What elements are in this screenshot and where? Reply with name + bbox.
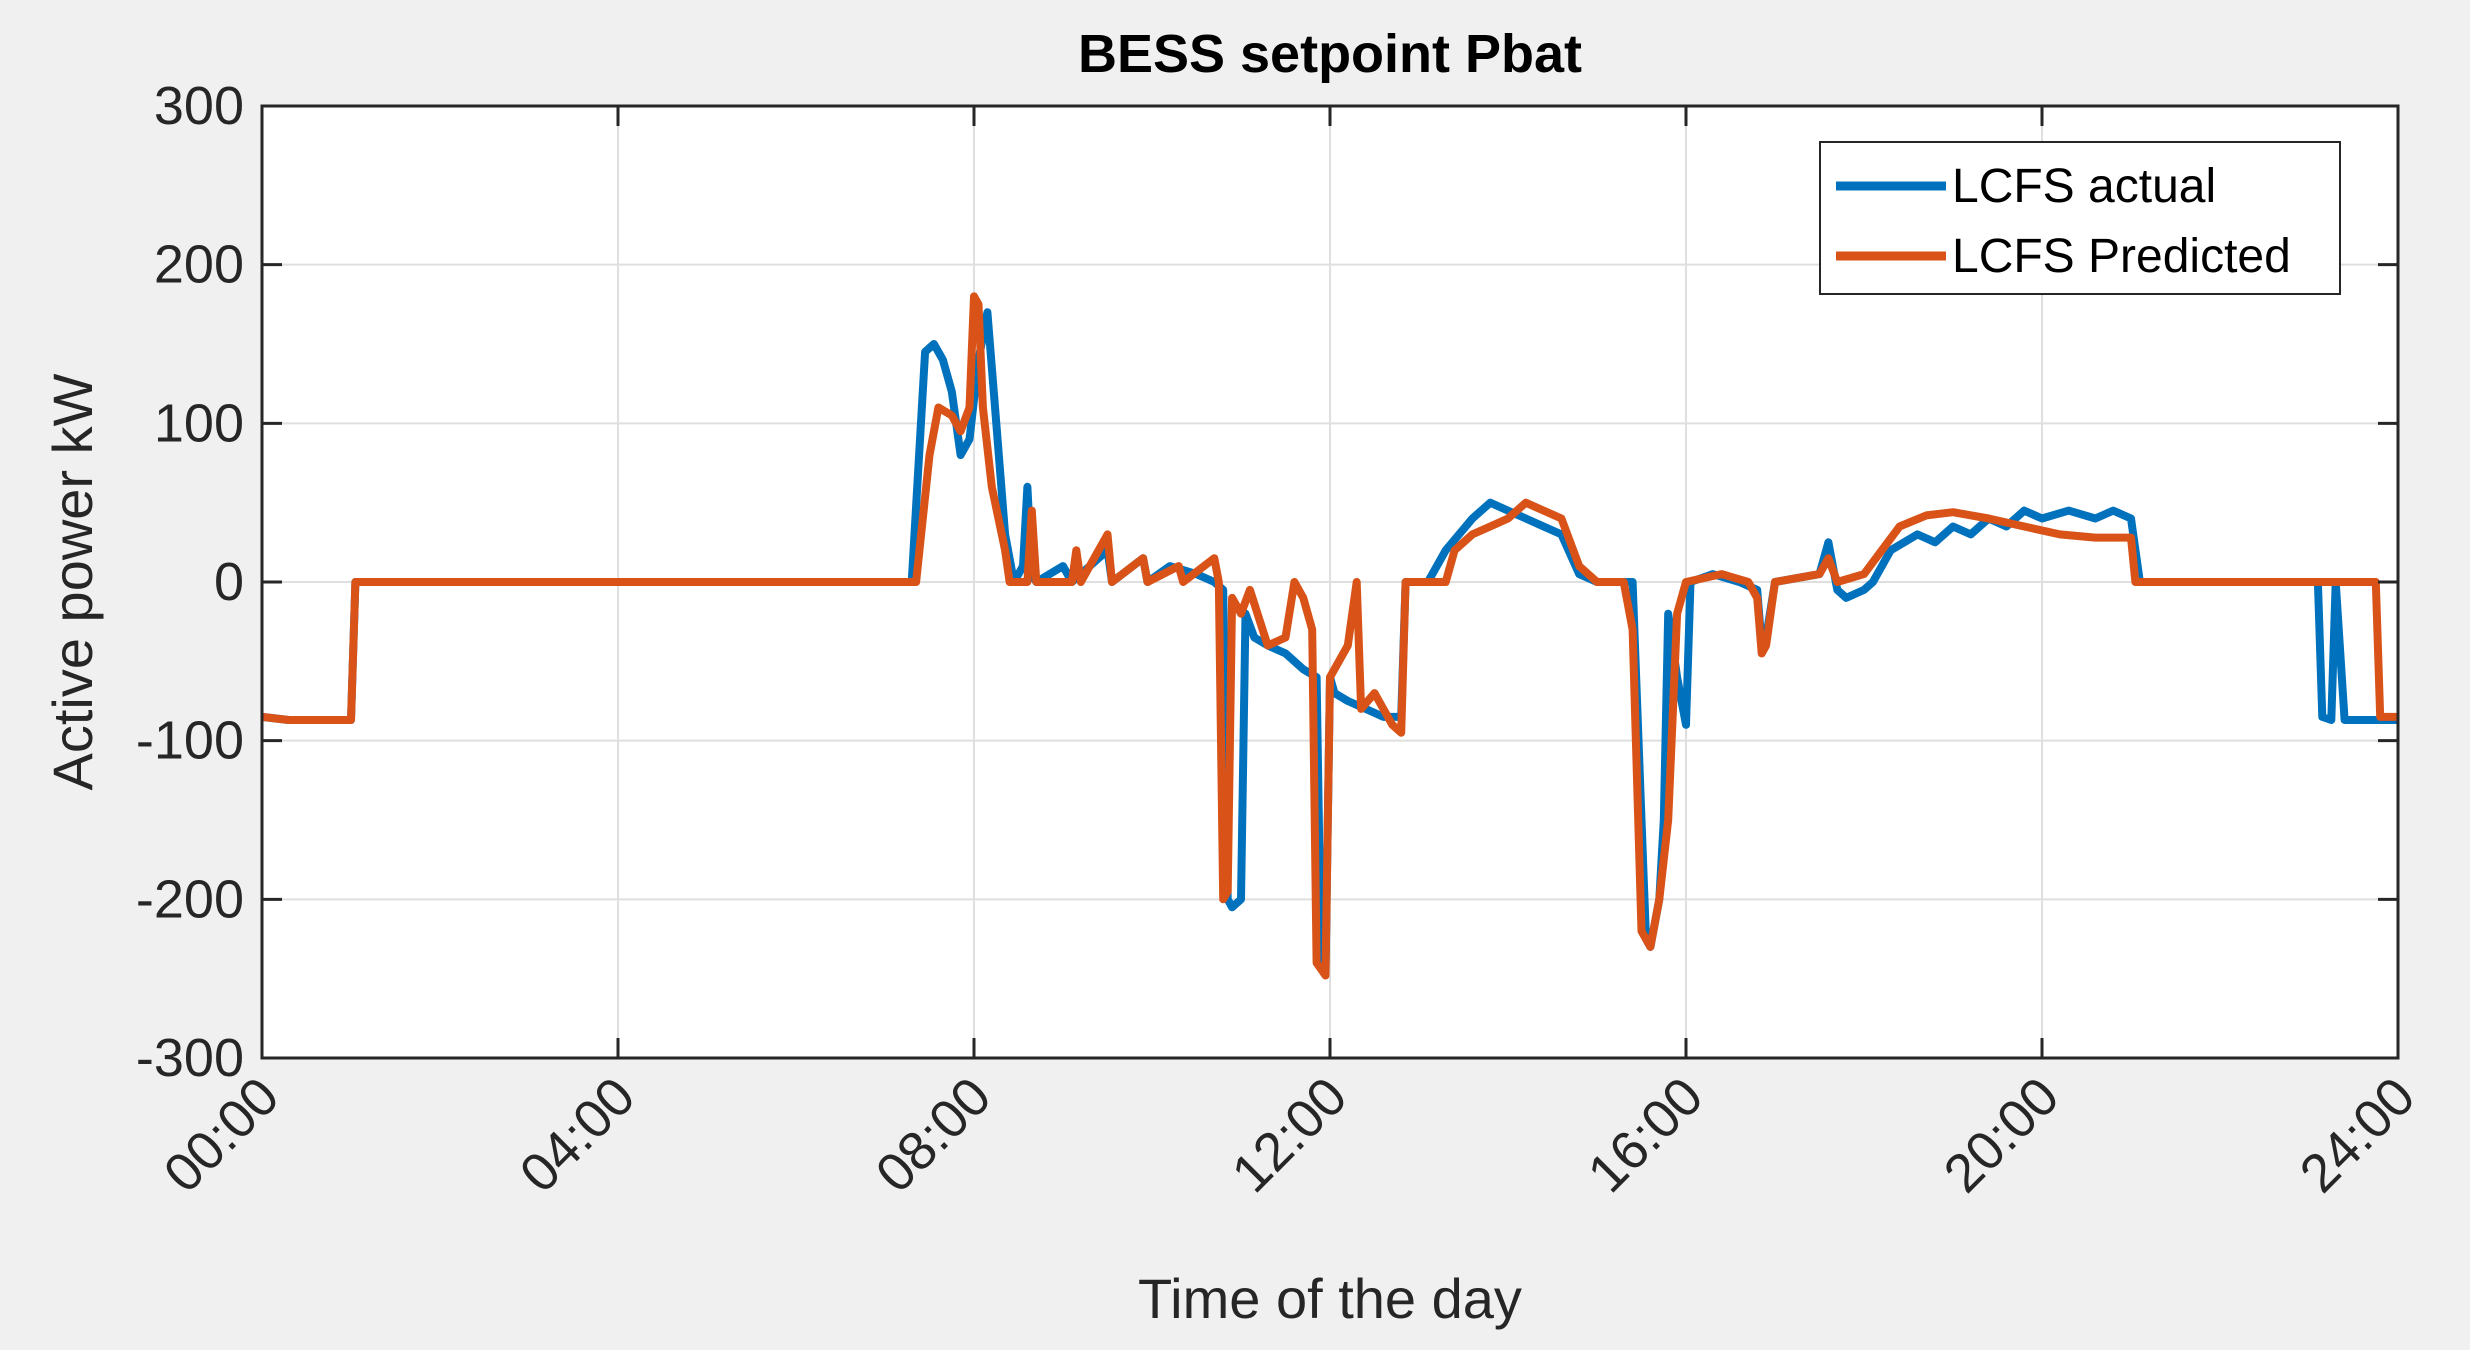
- series-line-lcfs-predicted: [261, 292, 2398, 980]
- y-tick-label: 300: [154, 76, 244, 136]
- legend-label-lcfs-predicted: LCFS Predicted: [1952, 230, 2291, 283]
- series-group: [261, 292, 2398, 980]
- y-tick-label: -200: [136, 869, 244, 929]
- legend: LCFS actual LCFS Predicted: [1819, 141, 2341, 295]
- legend-box: [1819, 141, 2341, 295]
- y-axis-label: Active power kW: [41, 373, 104, 790]
- x-axis-label: Time of the day: [1138, 1267, 1522, 1330]
- y-tick-label: 200: [154, 235, 244, 295]
- chart-title: BESS setpoint Pbat: [1078, 24, 1582, 84]
- y-tick-label: -100: [136, 711, 244, 771]
- y-tick-label: -300: [136, 1028, 244, 1088]
- series-line-lcfs-actual: [261, 308, 2398, 975]
- y-tick-label: 100: [154, 393, 244, 453]
- legend-label-lcfs-actual: LCFS actual: [1952, 160, 2216, 213]
- y-tick-label: 0: [214, 552, 244, 612]
